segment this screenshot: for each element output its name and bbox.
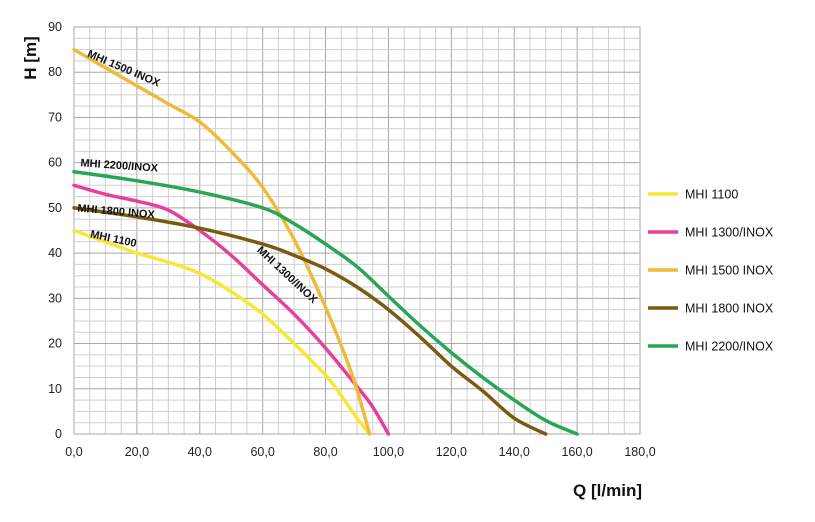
x-axis-title: Q [l/min]	[573, 481, 642, 500]
x-tick-label: 120,0	[436, 445, 467, 459]
y-tick-label: 90	[48, 20, 62, 34]
legend-label: MHI 1500 INOX	[685, 264, 774, 278]
y-tick-label: 10	[48, 382, 62, 396]
x-tick-label: 60,0	[250, 445, 274, 459]
legend-label: MHI 2200/INOX	[685, 340, 774, 354]
x-tick-label: 0,0	[65, 445, 82, 459]
y-tick-label: 40	[48, 246, 62, 260]
y-tick-label: 30	[48, 291, 62, 305]
axis-ticks: 0,0 20,0 40,0 60,0 80,0 100,0 120,0 140,0 160,0 1…	[48, 20, 656, 459]
y-tick-label: 50	[48, 201, 62, 215]
curve-label: MHI 2200/INOX	[80, 157, 159, 174]
y-axis-title: H [m]	[21, 36, 40, 79]
y-tick-label: 80	[48, 65, 62, 79]
x-tick-label: 20,0	[125, 445, 149, 459]
legend-label: MHI 1800 INOX	[685, 302, 774, 316]
plot-grid	[73, 26, 641, 435]
legend-label: MHI 1100	[685, 188, 738, 202]
curve-mhi-1800-inox	[72, 206, 548, 436]
legend: MHI 1100 MHI 1300/INOX MHI 1500 INOX MHI 18…	[648, 188, 774, 354]
x-tick-label: 160,0	[561, 445, 592, 459]
x-tick-label: 100,0	[373, 445, 404, 459]
y-tick-label: 20	[48, 337, 62, 351]
curve-mhi-1500-inox	[72, 47, 372, 436]
x-tick-label: 80,0	[313, 445, 337, 459]
x-tick-label: 180,0	[624, 445, 655, 459]
x-tick-label: 40,0	[188, 445, 212, 459]
y-tick-label: 0	[55, 427, 62, 441]
curve-mhi-2200-inox	[72, 169, 579, 436]
curve-mhi-1100	[72, 228, 372, 436]
y-tick-label: 60	[48, 156, 62, 170]
x-tick-label: 140,0	[499, 445, 530, 459]
pump-curves	[72, 47, 579, 436]
y-tick-label: 70	[48, 110, 62, 124]
curve-mhi-1300-inox	[72, 183, 391, 436]
legend-label: MHI 1300/INOX	[685, 226, 774, 240]
